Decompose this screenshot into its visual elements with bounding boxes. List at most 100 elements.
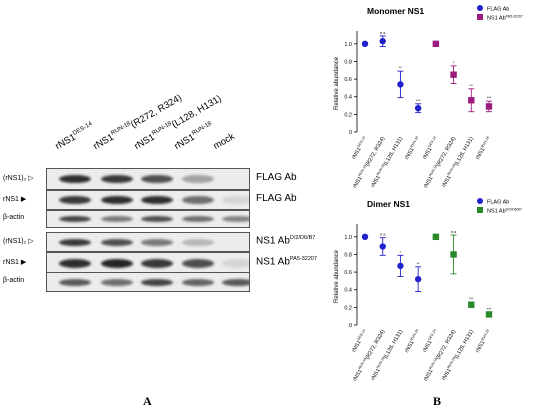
legend-marker <box>477 198 483 204</box>
significance-label: *** <box>469 296 474 301</box>
x-tick-base: rNS1 <box>351 147 362 161</box>
blot-strip <box>46 252 250 274</box>
blot-band <box>182 175 214 183</box>
x-tick-base: rNS1 <box>422 147 433 161</box>
blot-band <box>141 175 173 183</box>
data-point <box>485 103 493 110</box>
significance-label: *** <box>487 95 492 100</box>
x-tick-base: rNS1 <box>370 175 381 189</box>
blot-strip <box>46 210 250 228</box>
x-tick-suffix: (L128, H131) <box>383 136 404 167</box>
data-point <box>468 97 475 104</box>
data-point <box>450 251 457 258</box>
data-point <box>379 37 386 45</box>
legend-marker <box>477 14 483 20</box>
x-tick-base: rNS1 <box>441 368 452 382</box>
antibody-label: FLAG Ab <box>256 172 297 183</box>
y-tick-label: 0.4 <box>344 95 352 101</box>
x-tick-sup: RUN-18 <box>358 357 368 370</box>
x-tick-sup: DES-14 <box>357 328 367 341</box>
x-tick-base: rNS1 <box>441 175 452 189</box>
lane-label: rNS1DES-14 <box>53 121 96 152</box>
x-tick-base: rNS1 <box>404 147 415 161</box>
blot-band <box>182 216 214 222</box>
x-tick-base: rNS1 <box>370 368 381 382</box>
y-axis-label: Relative abundance <box>334 249 340 303</box>
blot-band <box>101 258 133 268</box>
blot-strip <box>46 168 250 190</box>
blot-row-label: β-actin <box>3 277 25 284</box>
lane-label-sup: RUN-18 <box>110 120 132 137</box>
antibody-name: NS1 Ab <box>256 256 290 268</box>
blot-band <box>222 196 249 204</box>
y-tick-label: 0.2 <box>344 305 352 311</box>
x-tick-sup: RUN-18 <box>480 135 490 148</box>
blot-band <box>182 196 214 204</box>
data-point <box>397 262 404 270</box>
y-tick-label: 0.8 <box>344 59 352 65</box>
x-tick-sup: RUN-18 <box>358 164 368 177</box>
legend-marker <box>477 5 483 11</box>
blot-band <box>101 278 133 286</box>
panel-b-charts: Monomer NS1 FLAG Ab NS1 AbPA5-32207 0 0.2 0.4… <box>305 0 550 410</box>
blot-band <box>222 278 249 286</box>
lane-label-sup: RUN-18 <box>151 120 173 137</box>
x-tick-base: rNS1 <box>351 340 362 354</box>
blot-row-label: β-actin <box>3 214 25 221</box>
significance-label: * <box>453 60 455 65</box>
legend-marker <box>477 207 483 213</box>
significance-label: *** <box>416 98 421 103</box>
antibody-label: NS1 AbPA5-32207 <box>256 256 317 267</box>
blot-band <box>141 196 173 204</box>
significance-label: * <box>400 249 402 254</box>
legend-label: NS1 AbD/2/D6/B7 <box>487 208 522 215</box>
x-tick-label: rNS1RUN-18(R272, R324) <box>351 135 386 189</box>
x-tick-label: rNS1RUN-18(L128, H131) <box>369 135 404 188</box>
legend-label-base: NS1 Ab <box>487 16 506 22</box>
y-tick-label: 0.4 <box>344 288 352 294</box>
blot-band <box>182 258 214 268</box>
blot-band <box>59 258 91 268</box>
x-tick-sup: RUN-18 <box>409 328 419 341</box>
x-tick-base: rNS1 <box>423 176 434 190</box>
data-point <box>432 40 440 48</box>
x-tick-label: rNS1DES-14 <box>421 135 439 160</box>
x-tick-base: rNS1 <box>404 340 415 354</box>
data-point <box>379 243 386 250</box>
blot-band <box>141 258 173 268</box>
legend-label-sup: D/2/D6/B7 <box>506 208 522 212</box>
data-point <box>397 81 404 88</box>
antibody-name: FLAG Ab <box>256 172 297 183</box>
blot-band <box>59 238 91 246</box>
blot-band <box>59 278 91 286</box>
blot-band <box>101 175 133 183</box>
x-tick-base: rNS1 <box>475 147 486 161</box>
blot-strip <box>46 232 250 252</box>
x-tick-label: rNS1RUN-18(L128, H131) <box>369 328 404 381</box>
x-tick-base: rNS1 <box>352 176 363 190</box>
x-tick-label: rNS1DES-14 <box>421 328 439 353</box>
legend-label-base: NS1 Ab <box>487 209 506 215</box>
monomer-ns1-chart: Monomer NS1 FLAG Ab NS1 AbPA5-32207 0 0.2 0.4… <box>334 5 523 190</box>
x-tick-label: rNS1RUN-18(L128, H131) <box>440 328 475 381</box>
x-tick-label: rNS1DES-14 <box>350 328 368 353</box>
blot-band <box>59 175 91 183</box>
antibody-name: FLAG Ab <box>256 193 297 204</box>
blot-band <box>59 196 91 204</box>
blot-row-label: rNS1 ▶ <box>3 196 27 203</box>
blot-band <box>101 196 133 204</box>
y-tick-label: 0.6 <box>344 77 352 83</box>
x-tick-sup: RUN-18 <box>376 163 386 176</box>
significance-label: ** <box>417 261 421 266</box>
blot-band <box>141 216 173 222</box>
antibody-label: NS1 AbD/2/D6/B7 <box>256 235 315 246</box>
lane-label-sup: RUN-18 <box>191 120 213 137</box>
antibody-clone: PA5-32207 <box>289 256 318 262</box>
chart-title: Dimer NS1 <box>367 199 410 209</box>
x-tick-suffix: (L128, H131) <box>454 136 475 167</box>
antibody-label: FLAG Ab <box>256 193 297 204</box>
x-tick-sup: RUN-18 <box>447 356 457 369</box>
y-tick-label: 0 <box>349 323 352 329</box>
y-axis-label: Relative abundance <box>334 56 340 110</box>
data-point <box>432 233 440 241</box>
